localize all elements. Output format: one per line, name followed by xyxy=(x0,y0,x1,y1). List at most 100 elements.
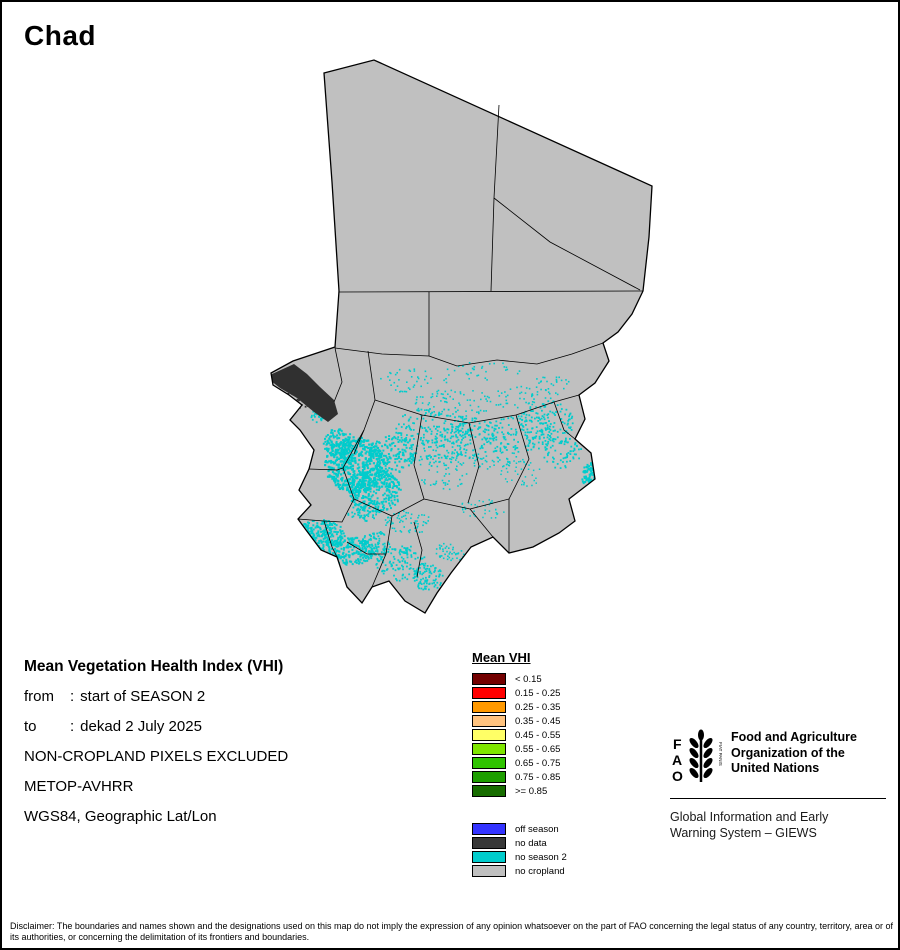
admin-boundary xyxy=(353,498,425,517)
giews-line: Global Information and Early xyxy=(670,810,829,824)
fao-org-line: United Nations xyxy=(731,761,820,775)
admin-boundary xyxy=(413,414,425,500)
country-fill xyxy=(271,60,652,613)
legend-swatch xyxy=(472,701,506,713)
lake-chad-no-data-area xyxy=(271,364,338,422)
fao-org-line: Food and Agriculture xyxy=(731,730,857,744)
info-block: Mean Vegetation Health Index (VHI) from:… xyxy=(24,652,288,832)
fao-org-line: Organization of the xyxy=(731,745,845,760)
info-line-noncropland: NON-CROPLAND PIXELS EXCLUDED xyxy=(24,748,289,765)
admin-boundary xyxy=(334,347,430,357)
legend: Mean VHI < 0.15 0.15 - 0.25 0.25 - 0.35 0.3… xyxy=(472,650,567,879)
admin-boundary xyxy=(469,508,494,538)
legend-item: 0.45 - 0.55 xyxy=(472,729,567,741)
admin-boundary xyxy=(297,498,355,523)
legend-item: 0.25 - 0.35 xyxy=(472,701,567,713)
legend-label: 0.75 - 0.85 xyxy=(515,771,561,783)
info-row-value: start of SEASON 2 xyxy=(80,688,206,705)
admin-boundary xyxy=(423,498,510,510)
legend-item: < 0.15 xyxy=(472,673,567,685)
legend-label: 0.55 - 0.65 xyxy=(515,743,561,755)
fao-org-name: Food and Agriculture Organization of the… xyxy=(731,728,857,777)
legend-swatch xyxy=(472,851,506,863)
legend-swatch xyxy=(472,771,506,783)
country-outline xyxy=(270,59,653,614)
info-line-sensor: METOP-AVHRR xyxy=(24,778,134,795)
admin-boundary xyxy=(308,467,344,471)
legend-label: no cropland xyxy=(515,865,565,877)
info-row-to: to: dekad 2 July 2025 xyxy=(24,712,288,742)
legend-item: no season 2 xyxy=(472,851,567,863)
legend-swatch xyxy=(472,823,506,835)
admin-boundary xyxy=(338,290,644,293)
disclaimer-text: Disclaimer: The boundaries and names sho… xyxy=(10,921,894,942)
fao-branding-block: F A O FIAT PANIS xyxy=(670,728,886,841)
info-row-from: from: start of SEASON 2 xyxy=(24,682,288,712)
legend-swatch xyxy=(472,865,506,877)
fao-logo-letter-f: F xyxy=(673,736,682,752)
info-row-sep: : xyxy=(70,688,75,705)
legend-label: 0.45 - 0.55 xyxy=(515,729,561,741)
legend-label: no season 2 xyxy=(515,851,567,863)
fao-logo-letter-o: O xyxy=(672,768,683,784)
admin-boundary xyxy=(467,422,480,504)
admin-boundary xyxy=(333,347,343,403)
admin-boundary xyxy=(342,429,365,500)
admin-boundary xyxy=(493,197,641,291)
admin-boundary xyxy=(490,104,500,292)
info-row-sep: : xyxy=(70,718,75,735)
legend-label: no data xyxy=(515,837,547,849)
legend-label: 0.15 - 0.25 xyxy=(515,687,561,699)
legend-swatch xyxy=(472,729,506,741)
legend-item: off season xyxy=(472,823,567,835)
info-heading: Mean Vegetation Health Index (VHI) xyxy=(24,658,284,675)
legend-item: 0.35 - 0.45 xyxy=(472,715,567,727)
page-title: Chad xyxy=(24,20,96,51)
admin-boundary xyxy=(508,414,530,553)
legend-label: 0.65 - 0.75 xyxy=(515,757,561,769)
admin-boundary xyxy=(353,350,376,455)
legend-item: 0.65 - 0.75 xyxy=(472,757,567,769)
info-line-projection: WGS84, Geographic Lat/Lon xyxy=(24,808,217,825)
legend-label: >= 0.85 xyxy=(515,785,548,797)
legend-swatch xyxy=(472,785,506,797)
legend-heading: Mean VHI xyxy=(472,650,531,665)
admin-boundary xyxy=(371,515,393,588)
fao-logo-motto: FIAT PANIS xyxy=(718,742,722,766)
info-row-label: to xyxy=(24,718,37,735)
legend-item: no cropland xyxy=(472,865,567,877)
legend-item: 0.15 - 0.25 xyxy=(472,687,567,699)
legend-label: < 0.15 xyxy=(515,673,542,685)
legend-swatch xyxy=(472,837,506,849)
legend-label: 0.25 - 0.35 xyxy=(515,701,561,713)
legend-label: off season xyxy=(515,823,559,835)
vhi-speckles xyxy=(282,362,601,591)
wheat-ear-icon xyxy=(689,729,713,782)
branding-divider xyxy=(670,798,886,799)
fao-logo-letter-a: A xyxy=(672,752,682,768)
info-row-value: dekad 2 July 2025 xyxy=(80,718,202,735)
legend-swatch xyxy=(472,757,506,769)
admin-boundary xyxy=(413,521,423,578)
legend-item: no data xyxy=(472,837,567,849)
giews-name: Global Information and Early Warning Sys… xyxy=(670,809,886,841)
admin-boundary xyxy=(323,520,338,558)
admin-boundary xyxy=(553,401,576,440)
admin-boundary xyxy=(428,342,604,367)
legend-vhi-classes: < 0.15 0.15 - 0.25 0.25 - 0.35 0.35 - 0.45 0… xyxy=(472,673,567,797)
fao-logo: F A O FIAT PANIS xyxy=(672,729,722,784)
info-row-label: from xyxy=(24,688,54,705)
fao-header: F A O FIAT PANIS xyxy=(670,728,886,786)
legend-item: 0.55 - 0.65 xyxy=(472,743,567,755)
legend-swatch xyxy=(472,687,506,699)
admin-boundary xyxy=(374,394,580,424)
admin-boundary xyxy=(346,541,386,555)
legend-extra-classes: off season no data no season 2 no cropland xyxy=(472,823,567,877)
giews-line: Warning System – GIEWS xyxy=(670,826,817,840)
legend-swatch xyxy=(472,673,506,685)
legend-swatch xyxy=(472,715,506,727)
legend-swatch xyxy=(472,743,506,755)
legend-item: >= 0.85 xyxy=(472,785,567,797)
legend-item: 0.75 - 0.85 xyxy=(472,771,567,783)
